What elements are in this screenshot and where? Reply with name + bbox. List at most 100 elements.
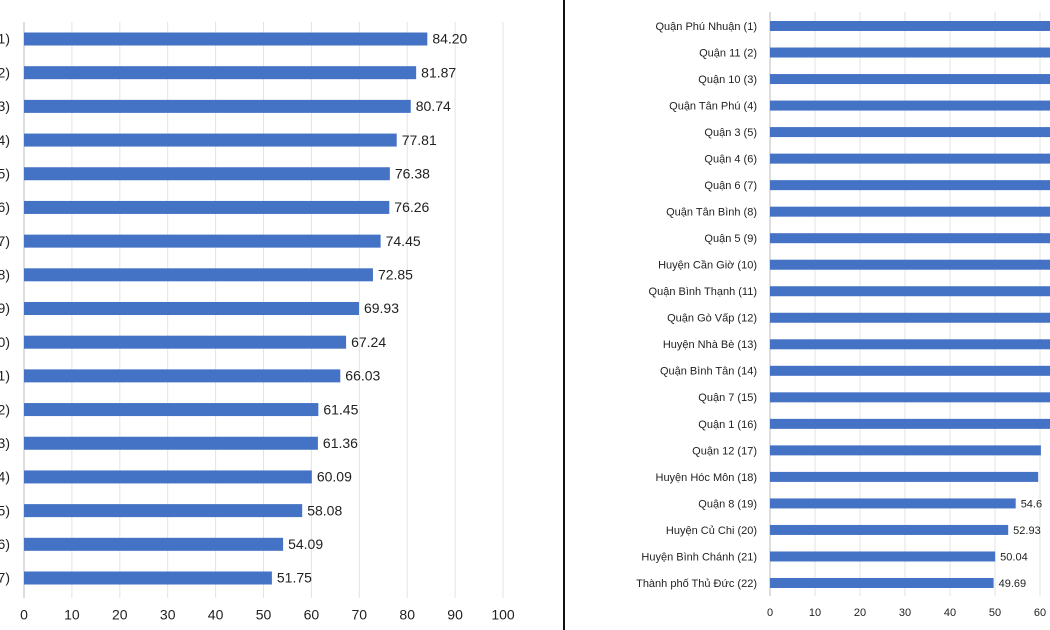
bar [770, 524, 1009, 535]
bar [770, 21, 1050, 31]
value-label: 58.08 [307, 502, 342, 518]
y-tick-label: 6) [0, 536, 10, 552]
x-tick-label: 0 [20, 607, 28, 623]
x-tick-label: 50 [256, 607, 272, 623]
value-label: 80.74 [416, 98, 451, 114]
y-tick-label: Quận Bình Thạnh (11) [649, 286, 757, 298]
bar [24, 133, 397, 147]
x-tick-label: 80 [399, 607, 415, 623]
bar [770, 578, 994, 588]
bar [24, 32, 428, 46]
y-tick-label: Quận Tân Bình (8) [666, 207, 757, 219]
x-tick-label: 90 [447, 607, 463, 623]
x-tick-label: 10 [64, 607, 80, 623]
y-tick-label: Quận Tân Phú (4) [669, 100, 757, 112]
y-tick-label: 2) [0, 401, 10, 417]
bar [770, 418, 1050, 429]
value-label: 50.04 [1000, 551, 1028, 563]
bar [24, 403, 319, 417]
bar [24, 335, 347, 349]
x-tick-label: 60 [304, 607, 320, 623]
y-tick-label: Huyện Củ Chi (20) [666, 525, 757, 537]
bar [24, 167, 390, 181]
y-tick-label: 8) [0, 267, 10, 283]
y-tick-label: Quận 10 (3) [698, 74, 757, 86]
bar [770, 498, 1016, 509]
y-tick-label: Quận 1 (16) [698, 419, 757, 431]
bar [24, 268, 373, 282]
y-tick-label: 4) [0, 469, 10, 485]
bar [770, 47, 1050, 58]
y-tick-label: Quận 8 (19) [698, 498, 757, 510]
y-tick-label: 1) [0, 368, 10, 384]
bar [24, 200, 390, 214]
x-tick-label: 40 [208, 607, 224, 623]
x-tick-label: 40 [944, 607, 956, 619]
value-label: 52.93 [1013, 525, 1041, 537]
y-tick-label: 4) [0, 132, 10, 148]
bar [24, 302, 359, 315]
bar [24, 436, 318, 450]
y-tick-label: 3) [0, 98, 10, 114]
bar [770, 339, 1050, 350]
x-tick-label: 0 [767, 607, 773, 619]
bar [24, 504, 303, 518]
y-tick-label: 7) [0, 570, 10, 586]
value-label: 49.69 [999, 578, 1027, 590]
y-tick-label: Quận 6 (7) [704, 180, 757, 192]
x-tick-label: 10 [809, 607, 821, 619]
value-label: 54.6 [1021, 498, 1042, 510]
value-label: 51.75 [277, 570, 312, 586]
y-tick-label: Quận Bình Tân (14) [660, 366, 757, 378]
bar [24, 99, 411, 113]
y-tick-label: Quận 3 (5) [704, 127, 757, 139]
value-label: 66.03 [345, 368, 380, 384]
bar [24, 234, 381, 248]
bar [770, 471, 1039, 482]
value-label: 69.93 [364, 300, 399, 316]
y-tick-label: Thành phố Thủ Đức (22) [636, 578, 757, 590]
y-tick-label: 1) [0, 31, 10, 47]
bar [770, 127, 1050, 138]
x-tick-label: 70 [352, 607, 368, 623]
bar [770, 392, 1050, 403]
y-tick-label: Huyện Hóc Môn (18) [656, 472, 758, 484]
y-tick-label: 9) [0, 300, 10, 316]
y-tick-label: Quận Phú Nhuận (1) [655, 21, 757, 33]
value-label: 76.26 [394, 199, 429, 215]
value-label: 72.85 [378, 267, 413, 283]
x-tick-label: 30 [160, 607, 176, 623]
value-label: 84.20 [432, 31, 467, 47]
value-label: 76.38 [395, 165, 430, 181]
x-tick-label: 30 [899, 607, 911, 619]
y-tick-label: Huyện Cần Giờ (10) [658, 260, 757, 272]
value-label: 81.87 [421, 64, 456, 80]
bar [770, 74, 1050, 85]
bar [770, 312, 1050, 323]
bar [770, 365, 1050, 376]
y-tick-label: Quận 7 (15) [698, 392, 757, 404]
x-tick-label: 20 [112, 607, 128, 623]
y-tick-label: Quận 4 (6) [704, 154, 757, 166]
bar [770, 259, 1050, 270]
bar [24, 66, 417, 80]
y-tick-label: 7) [0, 233, 10, 249]
y-tick-label: Quận 12 (17) [692, 445, 757, 457]
bar [770, 286, 1050, 297]
value-label: 77.81 [402, 132, 437, 148]
value-label: 60.09 [317, 469, 352, 485]
bar [24, 571, 272, 585]
x-tick-label: 20 [854, 607, 866, 619]
value-label: 54.09 [288, 536, 323, 552]
x-tick-label: 100 [491, 607, 515, 623]
x-tick-label: 50 [989, 607, 1001, 619]
y-tick-label: 5) [0, 165, 10, 181]
bar [24, 537, 284, 551]
value-label: 61.36 [323, 435, 358, 451]
y-tick-label: Quận 5 (9) [704, 233, 757, 245]
y-tick-label: 0) [0, 334, 10, 350]
y-tick-label: Quận 11 (2) [699, 47, 757, 59]
y-tick-label: 3) [0, 435, 10, 451]
